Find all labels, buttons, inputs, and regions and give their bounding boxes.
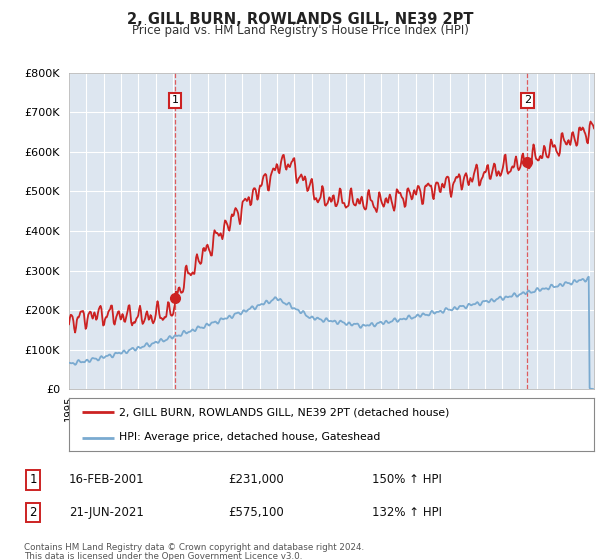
- Text: 150% ↑ HPI: 150% ↑ HPI: [372, 473, 442, 487]
- Text: 2, GILL BURN, ROWLANDS GILL, NE39 2PT: 2, GILL BURN, ROWLANDS GILL, NE39 2PT: [127, 12, 473, 27]
- Text: 21-JUN-2021: 21-JUN-2021: [69, 506, 144, 519]
- Text: 16-FEB-2001: 16-FEB-2001: [69, 473, 145, 487]
- Text: 1: 1: [29, 473, 37, 487]
- Text: Contains HM Land Registry data © Crown copyright and database right 2024.: Contains HM Land Registry data © Crown c…: [24, 543, 364, 552]
- Text: 2: 2: [29, 506, 37, 519]
- Text: 132% ↑ HPI: 132% ↑ HPI: [372, 506, 442, 519]
- Text: 1: 1: [172, 96, 179, 105]
- Text: £575,100: £575,100: [228, 506, 284, 519]
- Text: HPI: Average price, detached house, Gateshead: HPI: Average price, detached house, Gate…: [119, 432, 380, 442]
- Text: Price paid vs. HM Land Registry's House Price Index (HPI): Price paid vs. HM Land Registry's House …: [131, 24, 469, 36]
- Text: 2, GILL BURN, ROWLANDS GILL, NE39 2PT (detached house): 2, GILL BURN, ROWLANDS GILL, NE39 2PT (d…: [119, 408, 449, 418]
- Text: 2: 2: [524, 96, 531, 105]
- Text: This data is licensed under the Open Government Licence v3.0.: This data is licensed under the Open Gov…: [24, 552, 302, 560]
- Text: £231,000: £231,000: [228, 473, 284, 487]
